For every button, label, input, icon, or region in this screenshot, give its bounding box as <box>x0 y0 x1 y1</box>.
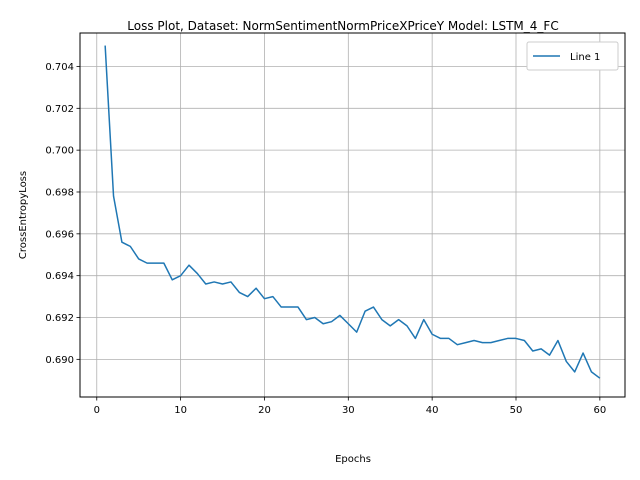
y-axis-label: CrossEntropyLoss <box>18 171 29 259</box>
x-tick-label: 50 <box>510 405 523 416</box>
x-tick-label: 20 <box>258 405 271 416</box>
y-tick-label: 0.704 <box>45 62 74 73</box>
x-tick-label: 0 <box>94 405 100 416</box>
y-tick-label: 0.700 <box>45 146 74 157</box>
legend: Line 1 <box>526 41 619 71</box>
x-tick-label: 60 <box>593 405 606 416</box>
plot-frame <box>79 32 626 398</box>
legend-box <box>526 41 619 71</box>
x-tick-label: 10 <box>174 405 187 416</box>
plot-area <box>80 33 625 397</box>
y-tick-label: 0.692 <box>45 313 74 324</box>
y-tick-label: 0.702 <box>45 104 74 115</box>
grid-lines <box>80 33 625 397</box>
series-layer <box>104 45 601 379</box>
y-axis-ticks: 0.690 0.692 0.694 0.696 0.698 0.700 0.702 0.704 <box>45 62 80 366</box>
x-axis-label: Epochs <box>335 454 371 465</box>
y-tick-label: 0.696 <box>45 229 74 240</box>
y-tick-label: 0.694 <box>45 271 74 282</box>
x-tick-label: 30 <box>342 405 355 416</box>
x-tick-label: 40 <box>426 405 439 416</box>
y-tick-label: 0.690 <box>45 355 74 366</box>
x-axis-ticks: 0 10 20 30 40 50 60 <box>94 397 606 416</box>
y-tick-label: 0.698 <box>45 187 74 198</box>
series-line <box>104 45 601 379</box>
legend-label: Line 1 <box>570 52 600 63</box>
chart-title: Loss Plot, Dataset: NormSentimentNormPri… <box>127 19 558 33</box>
